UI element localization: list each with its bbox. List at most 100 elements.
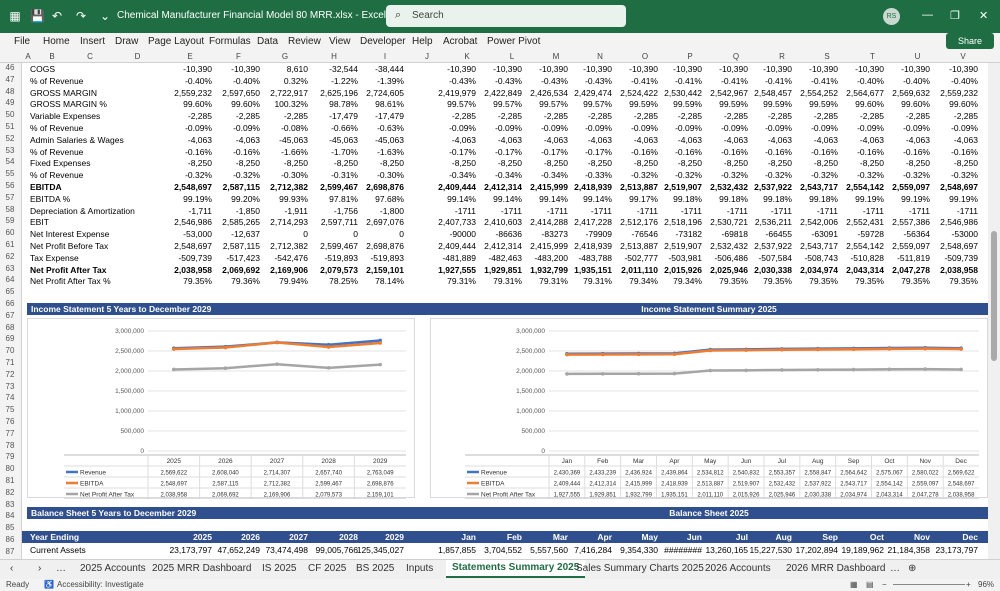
monthly-cell[interactable]: -1711 bbox=[636, 205, 658, 216]
annual-cell[interactable]: 2,714,293 bbox=[270, 217, 308, 228]
monthly-cell[interactable]: 2,536,211 bbox=[754, 217, 792, 228]
monthly-cell[interactable]: 2,530,721 bbox=[710, 217, 748, 228]
column-header-t[interactable]: T bbox=[870, 52, 875, 61]
annual-cell[interactable]: 2,724,605 bbox=[366, 87, 404, 98]
annual-cell[interactable]: -0.40% bbox=[185, 75, 212, 86]
monthly-cell[interactable]: -0.34% bbox=[449, 170, 476, 181]
monthly-cell[interactable]: 79.34% bbox=[629, 276, 658, 287]
annual-cell[interactable]: 2,169,906 bbox=[270, 264, 308, 275]
tab-bs-2025[interactable]: BS 2025 bbox=[356, 563, 395, 574]
annual-cell[interactable]: 99.20% bbox=[231, 193, 260, 204]
monthly-cell[interactable]: -0.34% bbox=[495, 170, 522, 181]
row-header[interactable]: 66 bbox=[5, 299, 15, 308]
balance-header-year[interactable]: 2026 bbox=[241, 532, 260, 542]
tab-sales-summary-charts-2025[interactable]: Sales Summary Charts 2025 bbox=[576, 563, 704, 574]
monthly-cell[interactable]: -10,390 bbox=[901, 64, 930, 74]
monthly-cell[interactable]: 99.60% bbox=[949, 99, 978, 110]
row-header[interactable]: 62 bbox=[5, 251, 15, 261]
column-header-n[interactable]: N bbox=[597, 52, 603, 61]
annual-cell[interactable]: -45,063 bbox=[279, 134, 308, 145]
monthly-cell[interactable]: -2,285 bbox=[723, 111, 748, 122]
column-header-r[interactable]: R bbox=[779, 52, 785, 61]
monthly-cell[interactable]: -2,285 bbox=[905, 111, 930, 122]
monthly-cell[interactable]: -0.09% bbox=[495, 123, 522, 133]
column-header-m[interactable]: M bbox=[552, 52, 560, 61]
row-header[interactable]: 80 bbox=[5, 464, 15, 474]
annual-cell[interactable]: 0 bbox=[399, 229, 404, 240]
row-header[interactable]: 82 bbox=[5, 487, 15, 497]
monthly-cell[interactable]: -503,981 bbox=[668, 252, 702, 263]
monthly-cell[interactable]: 2,532,432 bbox=[710, 182, 748, 192]
row-label[interactable]: Net Profit After Tax % bbox=[30, 276, 111, 287]
annual-cell[interactable]: -4,063 bbox=[235, 134, 260, 145]
monthly-cell[interactable]: -0.33% bbox=[585, 170, 612, 181]
monthly-cell[interactable]: -10,390 bbox=[719, 64, 748, 74]
annual-cell[interactable]: -1,911 bbox=[284, 205, 308, 216]
row-label[interactable]: % of Revenue bbox=[30, 75, 84, 86]
monthly-cell[interactable]: 99.18% bbox=[763, 193, 792, 204]
monthly-cell[interactable]: -8,250 bbox=[497, 158, 522, 169]
annual-cell[interactable]: 99.60% bbox=[231, 99, 260, 110]
monthly-cell[interactable]: 99.60% bbox=[855, 99, 884, 110]
monthly-cell[interactable]: -0.09% bbox=[585, 123, 612, 133]
monthly-cell[interactable]: -483,788 bbox=[578, 252, 612, 263]
monthly-cell[interactable]: -0.40% bbox=[951, 75, 978, 86]
monthly-cell[interactable]: 1,932,799 bbox=[530, 264, 568, 275]
monthly-cell[interactable]: 99.57% bbox=[583, 99, 612, 110]
monthly-cell[interactable]: 2,548,697 bbox=[940, 241, 978, 251]
monthly-cell[interactable]: 79.35% bbox=[855, 276, 884, 287]
column-header-l[interactable]: L bbox=[509, 52, 515, 61]
column-header-b[interactable]: B bbox=[49, 52, 55, 61]
monthly-cell[interactable]: 2,409,444 bbox=[438, 241, 476, 251]
menu-help[interactable]: Help bbox=[412, 36, 433, 47]
monthly-cell[interactable]: 79.35% bbox=[763, 276, 792, 287]
monthly-cell[interactable]: 99.60% bbox=[901, 99, 930, 110]
monthly-cell[interactable]: -0.09% bbox=[721, 123, 748, 133]
row-label[interactable]: % of Revenue bbox=[30, 170, 84, 181]
row-label[interactable]: Variable Expenses bbox=[30, 111, 101, 122]
monthly-cell[interactable]: -0.40% bbox=[857, 75, 884, 86]
monthly-cell[interactable]: -4,063 bbox=[543, 134, 568, 145]
monthly-cell[interactable]: -10,390 bbox=[809, 64, 838, 74]
monthly-cell[interactable]: -0.09% bbox=[449, 123, 476, 133]
row-header[interactable]: 52 bbox=[5, 133, 15, 143]
annual-cell[interactable]: -542,476 bbox=[274, 252, 308, 263]
monthly-cell[interactable]: -66455 bbox=[765, 229, 792, 240]
monthly-cell[interactable]: 79.31% bbox=[493, 276, 522, 287]
annual-cell[interactable]: -0.30% bbox=[281, 170, 308, 181]
balance-month-cell[interactable]: 5,557,560 bbox=[530, 545, 568, 555]
monthly-cell[interactable]: 2,410,603 bbox=[484, 217, 522, 228]
monthly-cell[interactable]: 1,929,851 bbox=[484, 264, 522, 275]
monthly-cell[interactable]: -510,828 bbox=[850, 252, 884, 263]
monthly-cell[interactable]: -4,063 bbox=[633, 134, 658, 145]
monthly-cell[interactable]: 99.18% bbox=[809, 193, 838, 204]
row-header[interactable]: 51 bbox=[5, 122, 15, 131]
monthly-cell[interactable]: 99.59% bbox=[673, 99, 702, 110]
row-header[interactable]: 50 bbox=[5, 110, 15, 120]
monthly-cell[interactable]: 2,532,432 bbox=[710, 241, 748, 251]
menu-data[interactable]: Data bbox=[257, 36, 279, 47]
annual-cell[interactable]: -517,423 bbox=[226, 252, 260, 263]
monthly-cell[interactable]: -0.43% bbox=[449, 75, 476, 86]
monthly-cell[interactable]: 2,415,999 bbox=[530, 241, 568, 251]
monthly-cell[interactable]: -0.41% bbox=[631, 75, 658, 86]
annual-cell[interactable]: -0.66% bbox=[331, 123, 358, 133]
monthly-cell[interactable]: -4,063 bbox=[859, 134, 884, 145]
monthly-cell[interactable]: -8,250 bbox=[813, 158, 838, 169]
column-header-h[interactable]: H bbox=[331, 52, 337, 61]
monthly-cell[interactable]: 79.31% bbox=[447, 276, 476, 287]
monthly-cell[interactable]: -0.09% bbox=[675, 123, 702, 133]
monthly-cell[interactable]: -10,390 bbox=[583, 64, 612, 74]
monthly-cell[interactable]: -502,777 bbox=[624, 252, 658, 263]
monthly-cell[interactable]: 79.35% bbox=[719, 276, 748, 287]
annual-cell[interactable]: -2,285 bbox=[283, 111, 308, 122]
row-label[interactable]: EBIT bbox=[30, 217, 49, 228]
monthly-cell[interactable]: 2,426,534 bbox=[530, 87, 568, 98]
balance-header-month[interactable]: Dec bbox=[962, 532, 978, 542]
balance-month-cell[interactable]: 3,704,552 bbox=[484, 545, 522, 555]
monthly-cell[interactable]: -69818 bbox=[721, 229, 748, 240]
annual-cell[interactable]: 2,159,101 bbox=[366, 264, 404, 275]
column-header-p[interactable]: P bbox=[687, 52, 693, 61]
monthly-cell[interactable]: -8,250 bbox=[953, 158, 978, 169]
monthly-cell[interactable]: 2,557,386 bbox=[892, 217, 930, 228]
